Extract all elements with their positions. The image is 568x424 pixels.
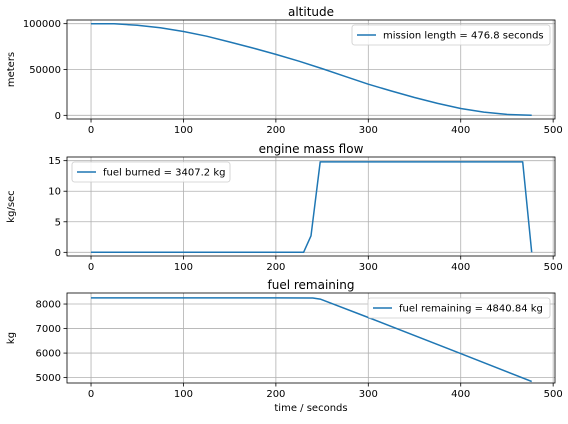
x-axis-label: time / seconds [274, 403, 347, 414]
x-tick-label: 200 [266, 262, 285, 273]
subplot-1: 0 100 200 300 400 500 0 50000 100000 altitude mete… [6, 5, 563, 136]
y-tick-label: 50000 [29, 65, 61, 76]
x-tick-label: 0 [88, 125, 94, 136]
legend: fuel remaining = 4840.84 kg [367, 297, 551, 319]
y-tick-label: 15 [48, 156, 61, 167]
subplot-title: altitude [288, 5, 334, 19]
y-axis-label: kg [6, 332, 17, 344]
x-tick-label: 300 [359, 125, 378, 136]
axes-frame [66, 292, 556, 384]
legend: fuel burned = 3407.2 kg [71, 161, 231, 183]
x-tick-label: 0 [88, 262, 94, 273]
x-tick-label: 200 [266, 389, 285, 400]
y-axis-label: meters [6, 52, 17, 87]
x-tick-label: 200 [266, 125, 285, 136]
series-line [91, 161, 533, 254]
x-tick-label: 500 [544, 262, 563, 273]
subplot-3: 0 100 200 300 400 500 5000 6000 7000 8000 fuel rem… [6, 278, 563, 414]
y-tick-label: 0 [55, 111, 61, 122]
x-tick-label: 400 [451, 262, 470, 273]
y-tick-label: 5000 [36, 373, 61, 384]
x-tick-label: 500 [544, 389, 563, 400]
y-tick-label: 7000 [36, 324, 61, 335]
subplot-title: fuel remaining [268, 278, 355, 292]
y-tick-label: 6000 [36, 349, 61, 360]
legend: mission length = 476.8 seconds [351, 24, 551, 46]
y-tick-label: 8000 [36, 300, 61, 311]
y-axis-label: kg/sec [6, 190, 17, 222]
x-tick-label: 400 [451, 389, 470, 400]
x-tick-label: 400 [451, 125, 470, 136]
legend-label: mission length = 476.8 seconds [383, 31, 544, 42]
series-line [91, 297, 532, 383]
legend-box [351, 24, 551, 46]
axes-frame [66, 19, 556, 120]
y-tick-label: 5 [55, 217, 61, 228]
legend-box [71, 161, 231, 183]
subplot-title: engine mass flow [259, 142, 364, 156]
x-tick-label: 300 [359, 262, 378, 273]
x-tick-label: 500 [544, 125, 563, 136]
x-tick-label: 300 [359, 389, 378, 400]
x-tick-label: 100 [174, 389, 193, 400]
x-tick-label: 100 [174, 125, 193, 136]
x-tick-label: 100 [174, 262, 193, 273]
x-tick-label: 0 [88, 389, 94, 400]
legend-label: fuel remaining = 4840.84 kg [399, 304, 543, 315]
y-tick-label: 0 [55, 248, 61, 259]
y-tick-label: 10 [48, 187, 61, 198]
subplot-2: 0 100 200 300 400 500 0 5 10 15 engine mass flow kg… [6, 142, 563, 273]
axes-frame [66, 156, 556, 257]
series-line [90, 22, 532, 117]
y-tick-label: 100000 [23, 19, 61, 30]
legend-label: fuel burned = 3407.2 kg [103, 168, 225, 179]
legend-box [367, 297, 551, 319]
